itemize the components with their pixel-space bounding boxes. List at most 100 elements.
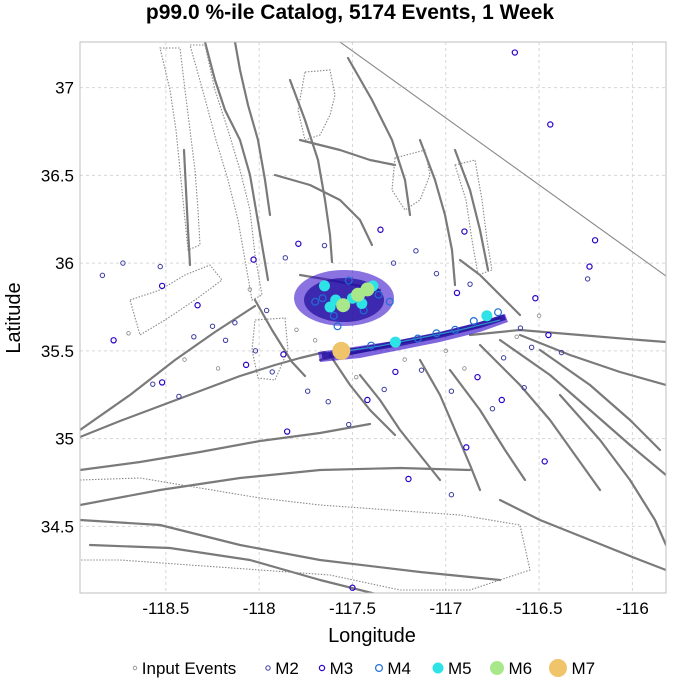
legend: Input Events M2 M3 M4 M5 M6 M7 — [132, 659, 596, 678]
event-point-m5 — [481, 310, 493, 322]
event-point-m2 — [346, 421, 352, 428]
mojave-fault-1 — [518, 333, 666, 387]
event-point-m2 — [325, 399, 331, 405]
legend-marker-m2 — [265, 665, 271, 671]
event-point-m3 — [349, 584, 356, 591]
cluster-rupture-highlight — [339, 319, 501, 353]
event-point-m2 — [489, 406, 496, 412]
dotted-zone-3 — [297, 69, 336, 141]
event-point-m2 — [282, 255, 288, 261]
event-point-input-events — [354, 374, 359, 380]
panamint-fault — [346, 56, 412, 217]
event-point-m2 — [99, 272, 106, 279]
y-tick-labels: 34.5 35 35.5 36 36.5 37 — [41, 79, 74, 537]
event-point-m4 — [494, 308, 503, 317]
white-wolf-fault — [80, 304, 257, 432]
event-point-m3 — [280, 351, 287, 358]
event-point-m2 — [500, 355, 507, 361]
event-point-m6 — [360, 282, 375, 297]
event-point-m3 — [474, 373, 481, 381]
x-tick-label: -117.5 — [329, 599, 376, 618]
event-point-m3 — [405, 475, 412, 483]
state-boundary-line — [339, 42, 666, 277]
event-point-m2 — [321, 242, 328, 249]
event-point-m4 — [344, 276, 353, 285]
y-axis-label: Latitude — [3, 282, 25, 353]
y-tick-label: 35.5 — [41, 342, 74, 361]
legend-label-m2: M2 — [275, 659, 299, 678]
y-tick-label: 35 — [55, 430, 74, 449]
event-point-m3 — [545, 331, 552, 339]
event-point-m2 — [252, 348, 259, 354]
x-tick-label: -116 — [616, 599, 649, 618]
event-point-m2 — [418, 367, 425, 373]
garlock-fault — [80, 350, 327, 439]
airport-lake-fault — [328, 353, 397, 437]
y-tick-label: 36.5 — [41, 166, 74, 185]
southern-fault-2 — [88, 543, 377, 593]
dotted-zone-6 — [80, 477, 531, 591]
event-point-m3 — [194, 302, 201, 309]
event-point-m2 — [209, 323, 216, 329]
x-tick-label: -118 — [243, 599, 276, 618]
event-point-input-events — [443, 348, 448, 354]
sierra-west-fault — [182, 148, 192, 267]
event-point-m3 — [586, 263, 593, 270]
legend-label-m4: M4 — [387, 659, 411, 678]
event-point-m3 — [461, 228, 468, 235]
blackwater-fault — [358, 373, 442, 482]
dotted-zone-5 — [454, 159, 493, 276]
event-point-m2 — [521, 384, 527, 391]
event-point-m3 — [364, 396, 371, 404]
event-point-m3 — [250, 256, 257, 263]
legend-label-m7: M7 — [572, 659, 596, 678]
dotted-zone-7 — [251, 317, 289, 381]
event-point-input-events — [126, 331, 131, 336]
x-tick-labels: -118.5 -118 -117.5 -117 -116.5 -116 — [142, 599, 648, 618]
event-point-m2 — [157, 263, 163, 270]
mojave-fault-5 — [498, 498, 666, 572]
event-point-m3 — [591, 237, 599, 244]
event-point-m3 — [242, 361, 250, 369]
harper-fault — [448, 368, 527, 482]
event-point-m4 — [469, 317, 478, 326]
event-point-m3 — [283, 428, 291, 435]
calico-fault — [418, 358, 482, 492]
x-tick-label: -116.5 — [516, 599, 563, 618]
dotted-zone-8 — [129, 264, 223, 336]
legend-label-m3: M3 — [330, 659, 354, 678]
event-point-m5 — [389, 336, 401, 348]
event-point-m4 — [451, 325, 460, 334]
northern-fault-1 — [298, 138, 397, 167]
event-point-input-events — [514, 334, 519, 340]
event-point-m2 — [150, 381, 156, 387]
event-point-m2 — [232, 320, 238, 326]
event-point-m2 — [176, 393, 182, 400]
legend-label-m5: M5 — [448, 659, 472, 678]
y-tick-label: 37 — [55, 79, 74, 98]
event-point-m3 — [295, 240, 302, 247]
event-point-m4 — [432, 329, 441, 338]
event-point-m2 — [191, 334, 197, 340]
event-point-m2 — [433, 270, 440, 277]
event-point-input-events — [215, 366, 221, 371]
event-point-m3 — [110, 337, 117, 344]
plot-frame — [79, 41, 667, 594]
legend-label-input-events: Input Events — [142, 659, 237, 678]
legend-marker-input-events — [132, 665, 138, 671]
mojave-fault-4 — [558, 393, 666, 547]
legend-marker-m4 — [375, 663, 384, 672]
dotted-zone-4 — [391, 149, 431, 211]
event-point-m7 — [332, 341, 351, 360]
event-point-m6 — [336, 298, 351, 313]
y-tick-label: 34.5 — [41, 517, 74, 536]
mojave-fault-2 — [538, 348, 662, 452]
camp-rock-fault — [498, 338, 666, 477]
event-point-m4 — [333, 322, 342, 331]
event-point-m3 — [453, 289, 461, 297]
lenwood-fault — [478, 343, 602, 492]
east-sierra-fault — [458, 258, 522, 317]
event-point-m4 — [311, 297, 320, 306]
event-point-input-events — [294, 327, 299, 332]
